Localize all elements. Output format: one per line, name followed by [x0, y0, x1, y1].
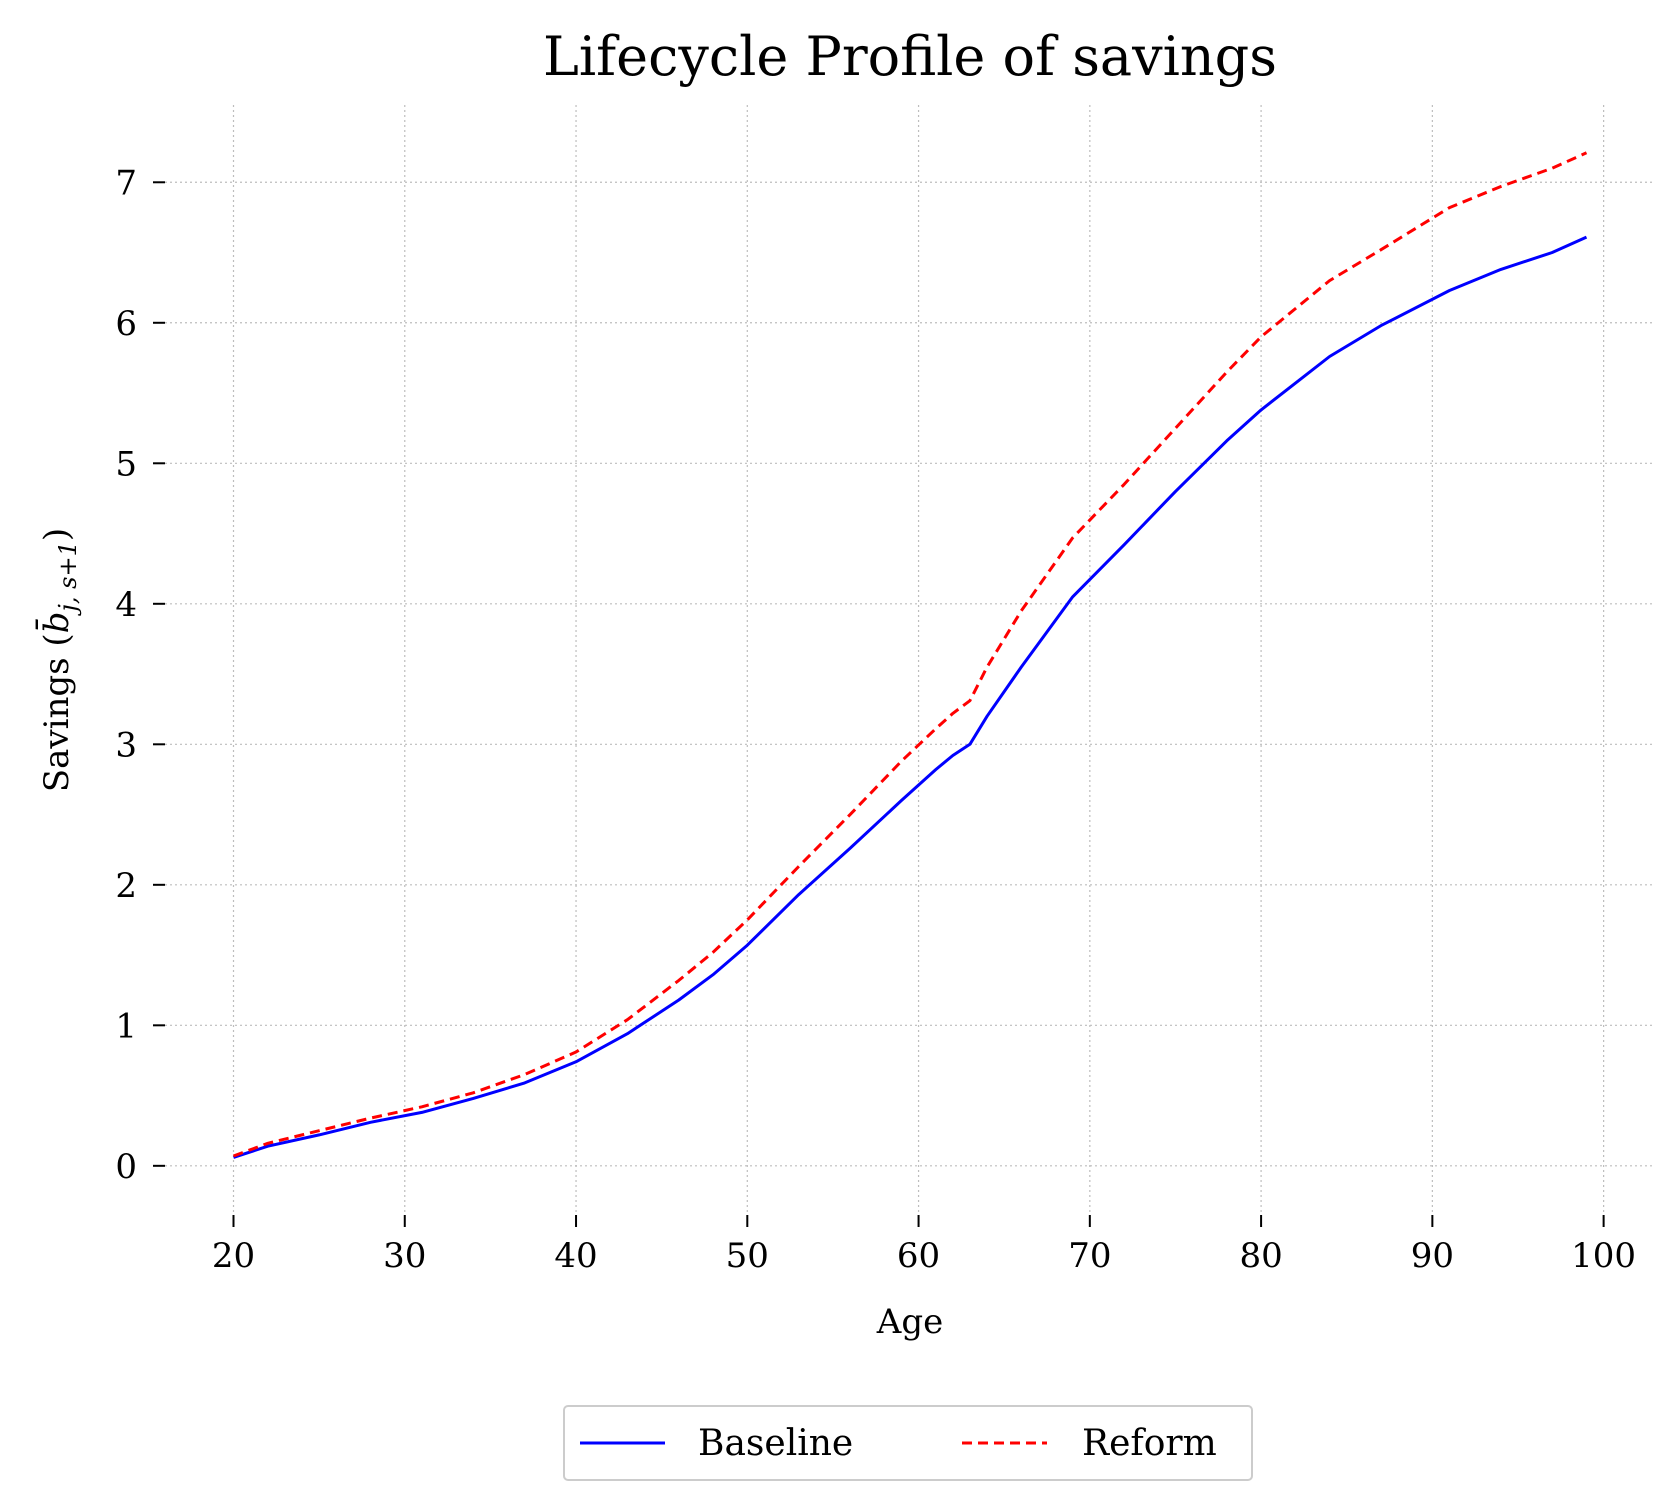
series-line-reform — [232, 151, 1588, 1158]
chart-title: Lifecycle Profile of savings — [543, 25, 1277, 88]
y-tick-label-1: 1 — [115, 1006, 137, 1046]
legend-label-reform: Reform — [1082, 1423, 1217, 1464]
y-tick-label-0: 0 — [115, 1147, 137, 1187]
grid — [165, 105, 1655, 1215]
y-tick-label-3: 3 — [115, 725, 137, 765]
y-tick-label-4: 4 — [115, 585, 137, 625]
x-tick-label-70: 70 — [1068, 1236, 1111, 1276]
y-axis-label-symbol: b̄ — [35, 612, 77, 634]
x-tick-label-80: 80 — [1239, 1236, 1282, 1276]
y-tick-label-6: 6 — [115, 304, 137, 344]
x-tick-label-90: 90 — [1411, 1236, 1454, 1276]
y-tick-label-2: 2 — [115, 866, 137, 906]
x-tick-label-20: 20 — [212, 1236, 255, 1276]
x-tick-label-40: 40 — [554, 1236, 597, 1276]
series-line-baseline — [233, 235, 1588, 1159]
y-axis-label: Savings (b̄j, s+1) — [35, 528, 82, 792]
axis-ticks: 20 30 40 50 60 70 80 90 100 0 1 2 3 4 5 6 7 — [115, 163, 1636, 1276]
x-tick-label-30: 30 — [383, 1236, 426, 1276]
y-tick-label-5: 5 — [115, 444, 137, 484]
x-tick-label-60: 60 — [897, 1236, 940, 1276]
y-axis-label-main: Savings ( — [37, 633, 77, 792]
x-tick-label-100: 100 — [1571, 1236, 1636, 1276]
series-lines — [232, 151, 1588, 1159]
legend-label-baseline: Baseline — [698, 1423, 853, 1464]
legend: Baseline Reform — [563, 1405, 1253, 1481]
y-axis-label-subscript: j, s+1 — [54, 541, 82, 616]
y-axis-label-close: ) — [37, 528, 77, 541]
legend-box — [563, 1405, 1253, 1481]
x-tick-label-50: 50 — [726, 1236, 769, 1276]
x-axis-label: Age — [876, 1302, 943, 1342]
y-tick-label-7: 7 — [115, 163, 137, 203]
